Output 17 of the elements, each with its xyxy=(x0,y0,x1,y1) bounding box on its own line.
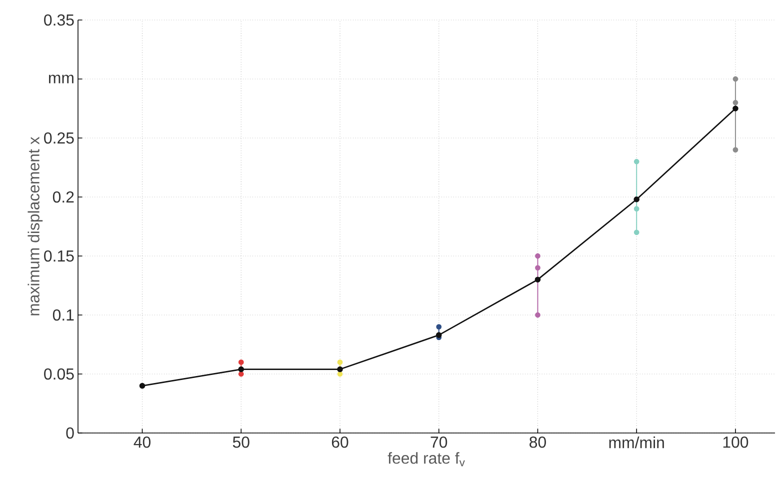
y-tick-label: 0.25 xyxy=(44,132,74,144)
y-axis-title: maximum displacement x xyxy=(28,136,43,316)
x-tick-label: 80 xyxy=(530,436,546,448)
y-tick-label: 0.05 xyxy=(44,368,74,380)
y-tick-label: 0.15 xyxy=(44,250,74,262)
x-tick-label: mm/min xyxy=(609,436,664,448)
x-tick-label: 40 xyxy=(134,436,150,448)
y-tick-label: 0.35 xyxy=(44,14,74,26)
x-tick-label: 100 xyxy=(723,436,748,448)
x-axis-title: feed rate f$_{v}$ xyxy=(388,452,465,466)
x-tick-label: 60 xyxy=(332,436,348,448)
x-tick-label: 50 xyxy=(232,436,250,448)
y-tick-label: mm xyxy=(48,74,74,84)
x-tick-label: 70 xyxy=(430,436,448,448)
y-tick-label: 0.1 xyxy=(52,309,74,321)
y-tick-label: 0 xyxy=(66,427,74,439)
y-tick-label: 0.2 xyxy=(52,191,74,203)
